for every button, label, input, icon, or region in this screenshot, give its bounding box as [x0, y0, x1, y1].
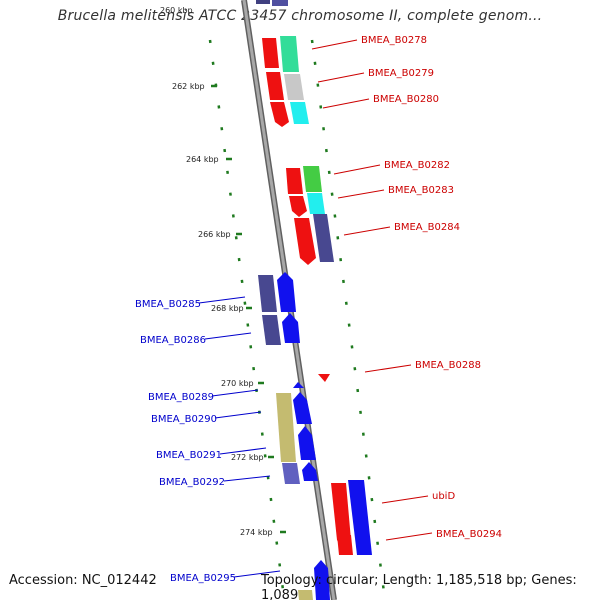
gene-arrow-bmea-b0282-b[interactable] — [303, 166, 322, 192]
gene-arrow-bmea-b0294-b[interactable] — [337, 535, 353, 555]
gene-label-bmea-b0290[interactable]: BMEA_B0290 — [151, 414, 217, 425]
gene-arrow-bmea-b0280-b[interactable] — [290, 102, 309, 124]
gene-label-ubid[interactable]: ubiD — [432, 491, 455, 502]
gene-label-bmea-b0278[interactable]: BMEA_B0278 — [361, 35, 427, 46]
gene-label-bmea-b0279[interactable]: BMEA_B0279 — [368, 68, 434, 79]
tick-label-262: 262 kbp — [172, 82, 205, 91]
gene-arrow-bmea-b0286[interactable] — [262, 315, 281, 345]
gene-arrow-partial-top-2[interactable] — [272, 0, 288, 6]
cut-off-tick-label: 260 kbp — [160, 6, 193, 15]
gene-arrow-bmea-b0280[interactable] — [270, 102, 289, 127]
tick-label-274: 274 kbp — [240, 528, 273, 537]
tick-label-270: 270 kbp — [221, 379, 254, 388]
reverse-strand-features — [258, 272, 330, 600]
gene-label-bmea-b0282[interactable]: BMEA_B0282 — [384, 160, 450, 171]
gene-labels: BMEA_B0278 BMEA_B0279 BMEA_B0280 BMEA_B0… — [135, 35, 502, 584]
major-tick-marks — [211, 84, 286, 534]
gene-arrow-bmea-b0290-b[interactable] — [293, 392, 312, 424]
gene-arrow-bmea-b0279-b[interactable] — [284, 74, 304, 100]
gene-arrow-bmea-b0278-b[interactable] — [280, 36, 299, 72]
accession-text: Accession: NC_012442 — [9, 573, 157, 588]
gene-arrow-bmea-b0289[interactable] — [293, 382, 304, 388]
gene-arrow-bmea-b0284-b[interactable] — [313, 214, 334, 262]
gene-label-bmea-b0288[interactable]: BMEA_B0288 — [415, 360, 481, 371]
tick-label-272: 272 kbp — [231, 453, 264, 462]
gene-arrow-bmea-b0291[interactable] — [298, 426, 316, 460]
gene-arrow-bmea-b0285[interactable] — [258, 275, 277, 312]
gene-arrow-bmea-b0290[interactable] — [276, 393, 296, 462]
gene-label-bmea-b0294[interactable]: BMEA_B0294 — [436, 529, 502, 540]
tick-track — [208, 39, 387, 600]
gene-label-bmea-b0284[interactable]: BMEA_B0284 — [394, 222, 460, 233]
gene-arrow-bmea-b0284[interactable] — [294, 218, 316, 265]
gene-arrow-bmea-b0292-b[interactable] — [302, 462, 318, 481]
gene-label-bmea-b0286[interactable]: BMEA_B0286 — [140, 335, 206, 346]
gene-label-bmea-b0295[interactable]: BMEA_B0295 — [170, 573, 236, 584]
gene-arrow-bmea-b0279[interactable] — [266, 72, 284, 100]
tick-label-268: 268 kbp — [211, 304, 244, 313]
gene-arrow-bmea-b0283[interactable] — [289, 196, 307, 217]
gene-arrow-bmea-b0283-b[interactable] — [307, 193, 325, 214]
gene-arrow-bmea-b0285-b[interactable] — [277, 272, 296, 312]
tick-label-266: 266 kbp — [198, 230, 231, 239]
tick-label-264: 264 kbp — [186, 155, 219, 164]
gene-arrow-bmea-b0282[interactable] — [286, 168, 303, 194]
gene-arrow-ubid[interactable] — [331, 483, 351, 552]
gene-label-bmea-b0292[interactable]: BMEA_B0292 — [159, 477, 225, 488]
gene-arrow-bmea-b0294[interactable] — [348, 480, 372, 555]
gene-label-bmea-b0285[interactable]: BMEA_B0285 — [135, 299, 201, 310]
gene-label-bmea-b0280[interactable]: BMEA_B0280 — [373, 94, 439, 105]
gene-arrow-partial-top[interactable] — [256, 0, 270, 4]
gene-arrow-bmea-b0288[interactable] — [318, 374, 330, 382]
map-title: Brucella melitensis ATCC 23457 chromosom… — [57, 8, 543, 24]
label-connectors — [198, 39, 433, 578]
gene-arrow-bmea-b0292[interactable] — [282, 463, 300, 484]
gene-arrow-bmea-b0295-b[interactable] — [298, 590, 313, 600]
forward-strand-features — [256, 0, 372, 555]
gene-label-bmea-b0291[interactable]: BMEA_B0291 — [156, 450, 222, 461]
gene-arrow-bmea-b0295[interactable] — [314, 560, 330, 600]
gene-arrow-bmea-b0278[interactable] — [262, 38, 279, 68]
genome-summary-text: Topology: circular; Length: 1,185,518 bp… — [261, 573, 577, 600]
gene-label-bmea-b0283[interactable]: BMEA_B0283 — [388, 185, 454, 196]
gene-label-bmea-b0289[interactable]: BMEA_B0289 — [148, 392, 214, 403]
gene-arrow-bmea-b0286-b[interactable] — [282, 313, 300, 343]
